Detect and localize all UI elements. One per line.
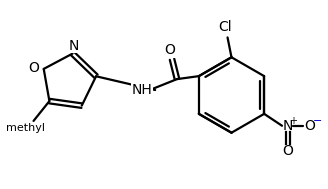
Text: O: O bbox=[282, 144, 294, 158]
Text: O: O bbox=[28, 61, 39, 75]
Text: O: O bbox=[165, 43, 175, 57]
Text: O: O bbox=[304, 119, 315, 133]
Text: +: + bbox=[289, 116, 297, 126]
Text: N: N bbox=[283, 119, 293, 133]
Text: methyl: methyl bbox=[6, 123, 45, 133]
Text: NH: NH bbox=[132, 83, 153, 97]
Text: N: N bbox=[68, 39, 79, 53]
Text: Cl: Cl bbox=[219, 20, 232, 35]
Text: −: − bbox=[313, 116, 322, 126]
